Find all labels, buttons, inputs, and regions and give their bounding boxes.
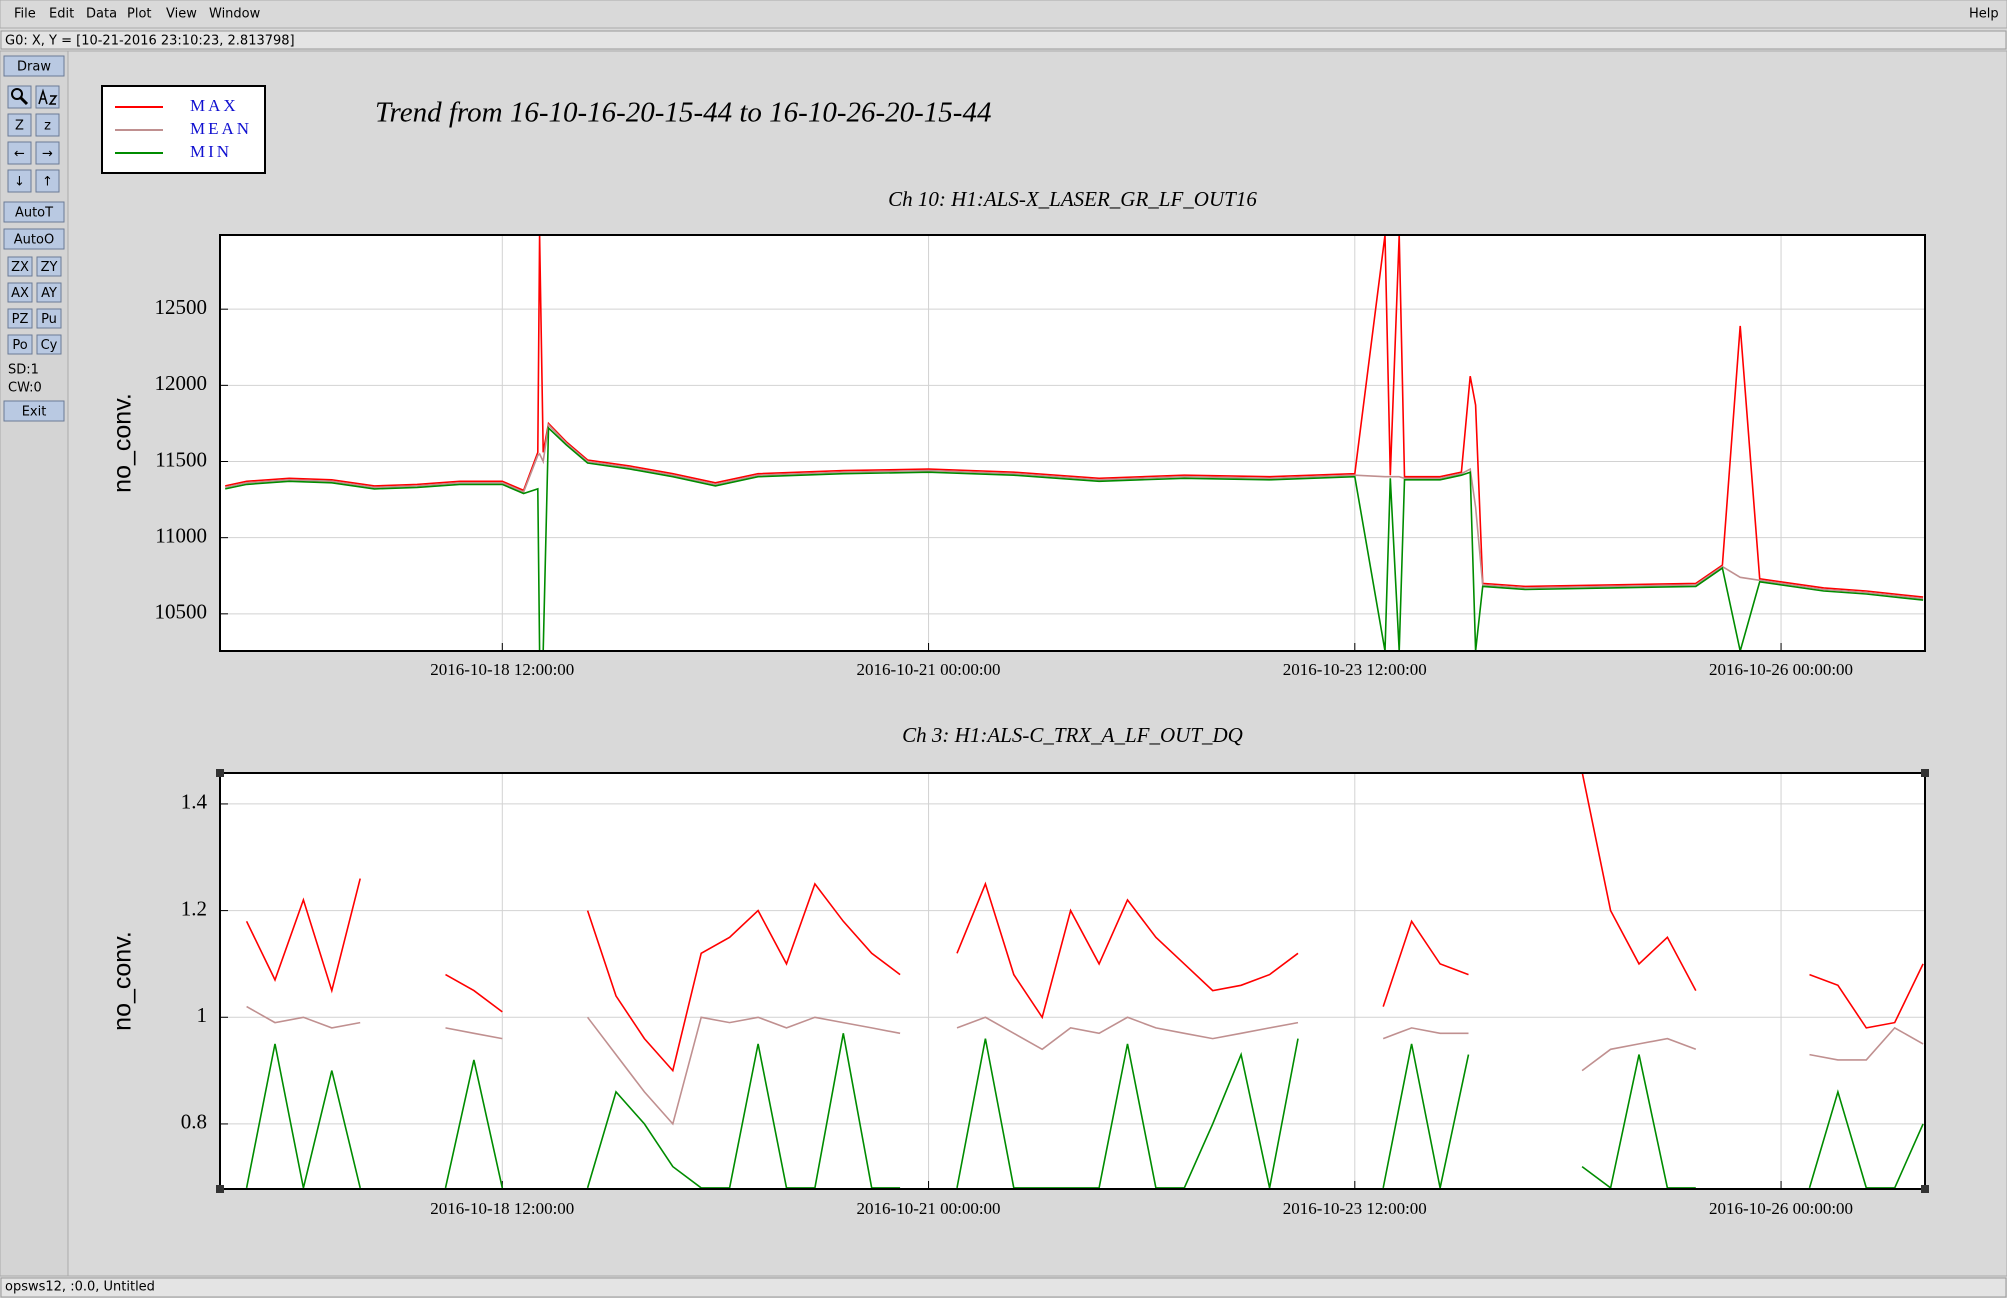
- info-text: SD:1: [8, 363, 39, 378]
- y-tick-label: 10500: [155, 600, 208, 624]
- menu-item[interactable]: File: [14, 7, 36, 22]
- small-button[interactable]: ZX: [11, 260, 29, 275]
- menu-item[interactable]: Window: [209, 7, 261, 22]
- y-tick-label: 1: [197, 1003, 208, 1027]
- exit-button[interactable]: Exit: [22, 405, 47, 420]
- legend-label: MAX: [190, 96, 239, 115]
- arrow-button-bg[interactable]: [7, 169, 32, 193]
- arrow-button[interactable]: →: [42, 147, 53, 162]
- small-button[interactable]: AX: [11, 286, 29, 301]
- small-button-bg[interactable]: [7, 256, 33, 277]
- x-tick-label: 2016-10-21 00:00:00: [857, 660, 1001, 679]
- y-tick-label: 12500: [155, 295, 208, 319]
- legend-label: MIN: [190, 142, 232, 161]
- y-tick-label: 1.2: [181, 896, 207, 920]
- info-text: CW:0: [8, 381, 42, 396]
- selection-handle: [216, 769, 224, 777]
- menu-bar: [0, 0, 2007, 29]
- auto-button-bg[interactable]: [3, 201, 65, 223]
- plot-area: [220, 235, 1925, 651]
- toolbar-panel: [0, 50, 69, 1277]
- selection-handle: [216, 1185, 224, 1193]
- arrow-button-bg[interactable]: [7, 141, 32, 165]
- y-tick-label: 0.8: [181, 1110, 207, 1134]
- menu-item[interactable]: Help: [1969, 7, 1999, 22]
- small-button[interactable]: PZ: [12, 312, 29, 327]
- arrow-button-bg[interactable]: [35, 141, 60, 165]
- selection-handle: [1921, 769, 1929, 777]
- arrow-button[interactable]: ↓: [14, 175, 25, 190]
- selection-handle: [1921, 1185, 1929, 1193]
- menu-item[interactable]: Plot: [127, 7, 152, 22]
- x-tick-label: 2016-10-23 12:00:00: [1283, 660, 1427, 679]
- y-axis-label: no_conv.: [109, 931, 137, 1031]
- main-title: Trend from 16-10-16-20-15-44 to 16-10-26…: [375, 97, 991, 129]
- menu-item[interactable]: View: [166, 7, 197, 22]
- menu-item[interactable]: Edit: [49, 7, 74, 22]
- y-tick-label: 11000: [155, 523, 207, 547]
- plot-area: [220, 773, 1925, 1189]
- y-tick-label: 12000: [155, 371, 208, 395]
- footer-box: [0, 1277, 2007, 1298]
- x-tick-label: 2016-10-21 00:00:00: [857, 1199, 1001, 1218]
- small-button-bg[interactable]: [7, 308, 33, 329]
- small-button[interactable]: ZY: [41, 260, 58, 275]
- draw-button-bg[interactable]: [3, 55, 65, 77]
- small-button-bg[interactable]: [36, 282, 62, 303]
- y-tick-label: 11500: [155, 447, 207, 471]
- small-button[interactable]: AY: [41, 286, 57, 301]
- zoom-in-button-bg[interactable]: [7, 113, 32, 137]
- zoom-icon: [11, 88, 23, 100]
- x-tick-label: 2016-10-18 12:00:00: [430, 1199, 574, 1218]
- zoom-out-button[interactable]: z: [44, 119, 51, 134]
- auto-button[interactable]: AutoT: [15, 206, 53, 221]
- x-tick-label: 2016-10-18 12:00:00: [430, 660, 574, 679]
- zoom-in-button[interactable]: Z: [15, 119, 24, 134]
- chart-title: Ch 10: H1:ALS-X_LASER_GR_LF_OUT16: [888, 187, 1257, 211]
- draw-button[interactable]: Draw: [17, 60, 51, 75]
- plot-frame: [219, 772, 1926, 1190]
- small-button[interactable]: Cy: [41, 338, 58, 353]
- text-icon: [38, 88, 58, 105]
- menu-item[interactable]: Data: [86, 7, 117, 22]
- chart-title: Ch 3: H1:ALS-C_TRX_A_LF_OUT_DQ: [902, 723, 1243, 747]
- legend-label: MEAN: [190, 119, 252, 138]
- zoom-out-button-bg[interactable]: [35, 113, 60, 137]
- series-line: [245, 773, 1924, 1073]
- arrow-button[interactable]: ↑: [42, 175, 53, 190]
- x-tick-label: 2016-10-26 00:00:00: [1709, 1199, 1853, 1218]
- small-button-bg[interactable]: [36, 308, 62, 329]
- y-axis-label: no_conv.: [109, 393, 137, 493]
- exit-button-bg[interactable]: [3, 400, 65, 422]
- arrow-button-bg[interactable]: [35, 169, 60, 193]
- series-line: [225, 235, 1924, 598]
- plot-frame: [219, 234, 1926, 652]
- series-line: [245, 1033, 1924, 1189]
- x-tick-label: 2016-10-23 12:00:00: [1283, 1199, 1427, 1218]
- auto-button-bg[interactable]: [3, 228, 65, 250]
- text-icon-button[interactable]: [35, 85, 60, 109]
- small-button-bg[interactable]: [7, 282, 33, 303]
- status-line: G0: X, Y = [10-21-2016 23:10:23, 2.81379…: [5, 34, 295, 49]
- small-button-bg[interactable]: [36, 334, 62, 355]
- small-button-bg[interactable]: [7, 334, 33, 355]
- series-line: [225, 426, 1924, 651]
- status-line-box: [0, 30, 2007, 50]
- series-line: [246, 1005, 1924, 1126]
- arrow-button[interactable]: ←: [14, 147, 25, 162]
- y-tick-label: 1.4: [181, 790, 208, 814]
- small-button-bg[interactable]: [36, 256, 62, 277]
- small-button[interactable]: Pu: [41, 312, 57, 327]
- x-tick-label: 2016-10-26 00:00:00: [1709, 660, 1853, 679]
- zoom-icon: [19, 96, 29, 106]
- series-line: [225, 423, 1924, 600]
- auto-button[interactable]: AutoO: [14, 233, 54, 248]
- small-button[interactable]: Po: [12, 338, 27, 353]
- footer: opsws12, :0.0, Untitled: [5, 1280, 155, 1295]
